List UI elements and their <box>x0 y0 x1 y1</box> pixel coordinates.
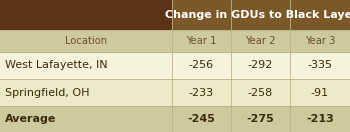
Text: -258: -258 <box>248 88 273 98</box>
Text: -91: -91 <box>311 88 329 98</box>
Text: Change in GDUs to Black Layer: Change in GDUs to Black Layer <box>165 10 350 20</box>
Text: West Lafayette, IN: West Lafayette, IN <box>5 60 108 70</box>
Bar <box>172 106 231 132</box>
Text: -213: -213 <box>306 114 334 124</box>
Text: Location: Location <box>65 36 107 46</box>
Text: Average: Average <box>5 114 56 124</box>
Bar <box>0 79 172 106</box>
Text: -233: -233 <box>189 88 214 98</box>
Bar <box>172 79 231 106</box>
Text: Year 3: Year 3 <box>305 36 335 46</box>
Bar <box>290 106 350 132</box>
Text: -256: -256 <box>189 60 214 70</box>
Bar <box>172 0 350 30</box>
Text: -335: -335 <box>308 60 332 70</box>
Bar <box>290 79 350 106</box>
Bar <box>231 106 290 132</box>
Bar <box>0 0 172 30</box>
Bar <box>0 52 172 79</box>
Bar <box>290 52 350 79</box>
Bar <box>231 79 290 106</box>
Text: Springfield, OH: Springfield, OH <box>5 88 90 98</box>
Bar <box>231 52 290 79</box>
Bar <box>172 52 231 79</box>
Text: Year 2: Year 2 <box>245 36 276 46</box>
Text: -245: -245 <box>188 114 216 124</box>
Text: -292: -292 <box>248 60 273 70</box>
Text: Year 1: Year 1 <box>186 36 217 46</box>
Bar <box>172 30 231 52</box>
Bar <box>0 106 172 132</box>
Bar <box>0 30 172 52</box>
Text: -275: -275 <box>247 114 274 124</box>
Bar <box>231 30 290 52</box>
Bar <box>290 30 350 52</box>
